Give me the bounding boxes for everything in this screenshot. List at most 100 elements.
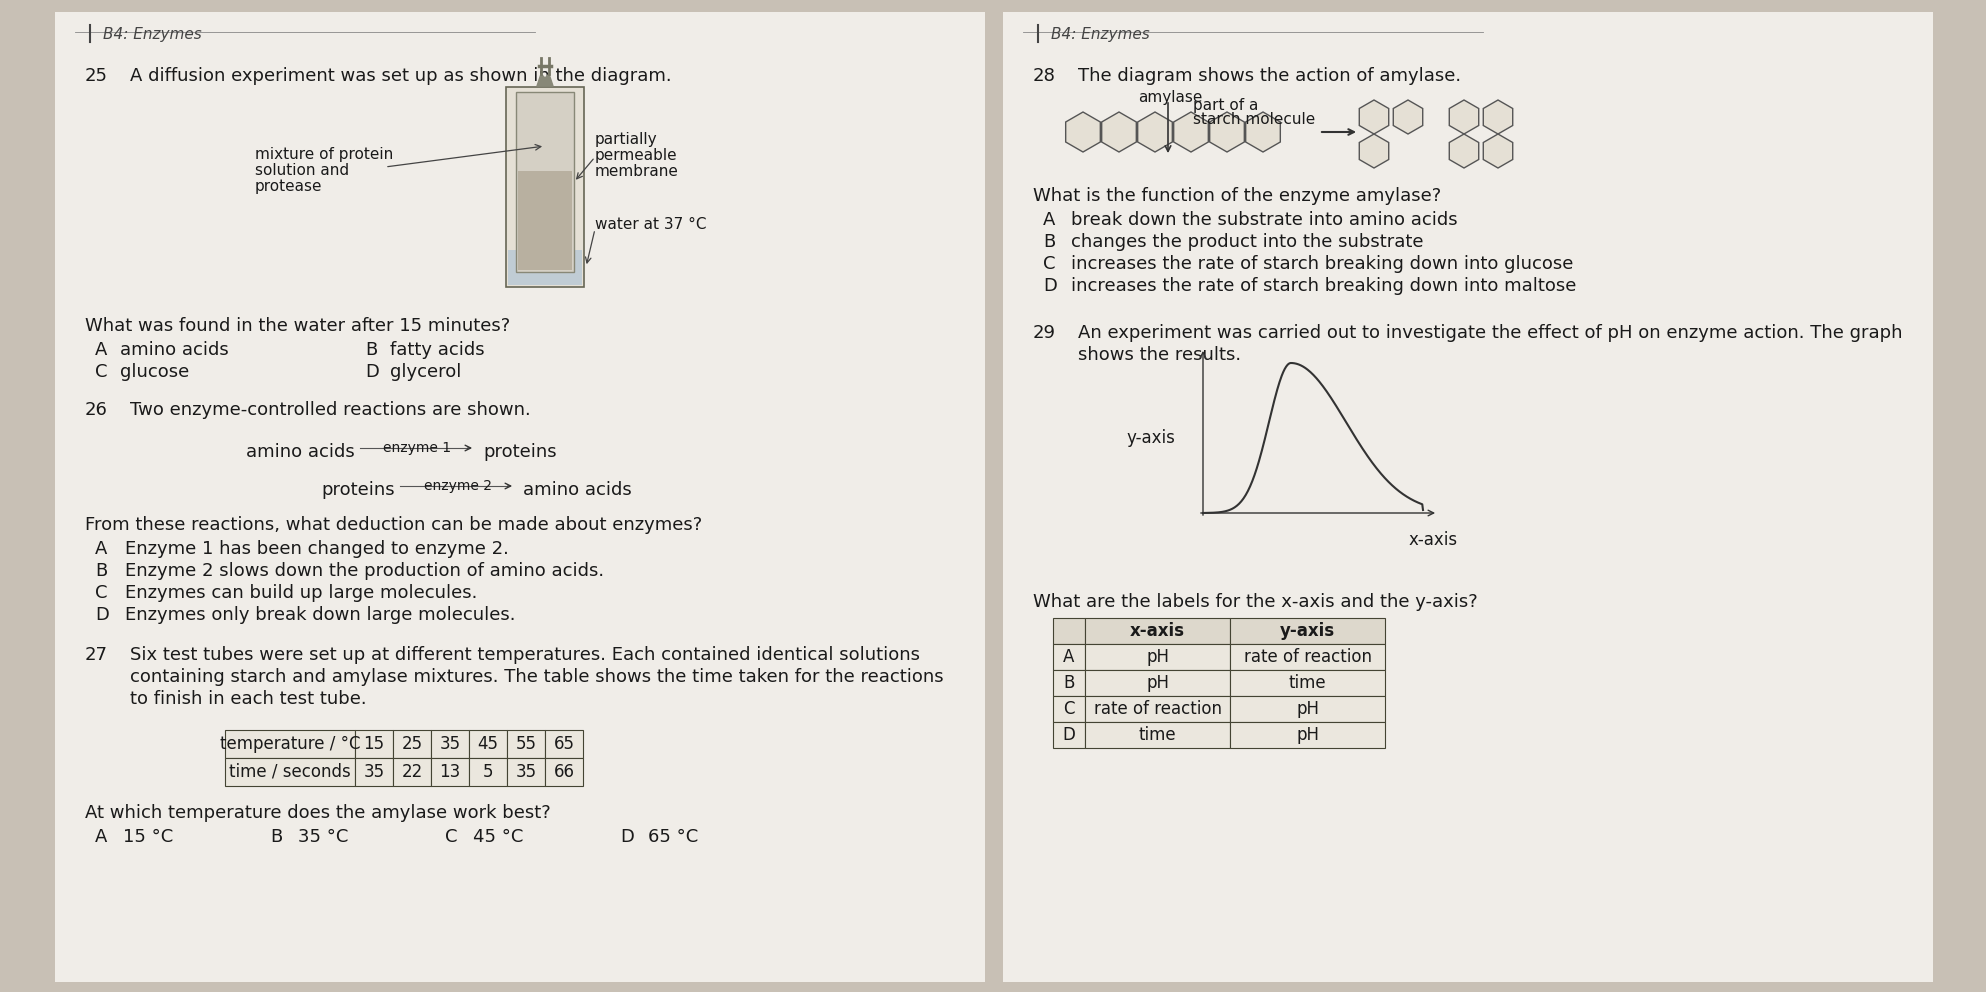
Text: solution and: solution and <box>254 163 350 178</box>
Text: glycerol: glycerol <box>389 363 461 381</box>
Text: D: D <box>365 363 379 381</box>
Bar <box>1229 618 1384 644</box>
Bar <box>469 758 506 786</box>
Polygon shape <box>1209 112 1245 152</box>
Text: 45 °C: 45 °C <box>473 828 524 846</box>
Bar <box>355 730 393 758</box>
Text: fatty acids: fatty acids <box>389 341 485 359</box>
Polygon shape <box>1358 100 1388 134</box>
Bar <box>393 758 431 786</box>
Polygon shape <box>1484 134 1513 168</box>
Text: D: D <box>95 606 109 624</box>
Text: partially: partially <box>596 132 657 147</box>
Bar <box>1229 670 1384 696</box>
Bar <box>1084 696 1229 722</box>
Text: increases the rate of starch breaking down into maltose: increases the rate of starch breaking do… <box>1070 277 1577 295</box>
Text: pH: pH <box>1297 700 1319 718</box>
Text: y-axis: y-axis <box>1126 429 1176 447</box>
FancyBboxPatch shape <box>56 12 985 982</box>
Text: 65 °C: 65 °C <box>647 828 699 846</box>
Text: C: C <box>1043 255 1055 273</box>
Text: 45: 45 <box>477 735 498 753</box>
Text: D: D <box>620 828 634 846</box>
Text: 22: 22 <box>401 763 423 781</box>
Bar <box>516 92 574 272</box>
Text: Two enzyme-controlled reactions are shown.: Two enzyme-controlled reactions are show… <box>129 401 530 419</box>
Text: mixture of protein: mixture of protein <box>254 147 393 162</box>
Text: pH: pH <box>1146 648 1170 666</box>
Bar <box>1053 696 1084 722</box>
Text: An experiment was carried out to investigate the effect of pH on enzyme action. : An experiment was carried out to investi… <box>1078 324 1903 342</box>
Text: B4: Enzymes: B4: Enzymes <box>103 27 203 42</box>
Bar <box>506 87 584 287</box>
Text: 15 °C: 15 °C <box>123 828 173 846</box>
Text: B: B <box>1043 233 1055 251</box>
Text: membrane: membrane <box>596 164 679 179</box>
Text: temperature / °C: temperature / °C <box>220 735 359 753</box>
Text: What is the function of the enzyme amylase?: What is the function of the enzyme amyla… <box>1033 187 1442 205</box>
Polygon shape <box>1066 112 1100 152</box>
Bar <box>1084 618 1229 644</box>
Text: break down the substrate into amino acids: break down the substrate into amino acid… <box>1070 211 1458 229</box>
Text: starch molecule: starch molecule <box>1194 112 1315 127</box>
Text: The diagram shows the action of amylase.: The diagram shows the action of amylase. <box>1078 67 1462 85</box>
Text: A: A <box>95 828 107 846</box>
Text: 35: 35 <box>363 763 385 781</box>
Polygon shape <box>1358 134 1388 168</box>
Bar <box>506 730 544 758</box>
Text: D: D <box>1043 277 1057 295</box>
Text: At which temperature does the amylase work best?: At which temperature does the amylase wo… <box>85 804 550 822</box>
Text: amino acids: amino acids <box>522 481 632 499</box>
Text: Enzyme 2 slows down the production of amino acids.: Enzyme 2 slows down the production of am… <box>125 562 604 580</box>
Text: y-axis: y-axis <box>1279 622 1335 640</box>
Bar <box>431 730 469 758</box>
Text: x-axis: x-axis <box>1408 531 1458 549</box>
Bar <box>1053 670 1084 696</box>
Text: pH: pH <box>1146 674 1170 692</box>
Text: B: B <box>1063 674 1074 692</box>
Polygon shape <box>1450 134 1480 168</box>
Bar <box>508 250 582 285</box>
Text: C: C <box>95 584 107 602</box>
Text: 13: 13 <box>439 763 461 781</box>
Text: water at 37 °C: water at 37 °C <box>596 217 707 232</box>
Bar <box>224 730 355 758</box>
Bar <box>1084 644 1229 670</box>
Text: 35: 35 <box>516 763 536 781</box>
Bar <box>1084 670 1229 696</box>
Text: time: time <box>1289 674 1327 692</box>
Text: 35 °C: 35 °C <box>298 828 348 846</box>
Bar <box>544 730 584 758</box>
Text: proteins: proteins <box>483 443 556 461</box>
Text: A: A <box>95 341 107 359</box>
Text: Enzyme 1 has been changed to enzyme 2.: Enzyme 1 has been changed to enzyme 2. <box>125 540 508 558</box>
Text: 28: 28 <box>1033 67 1057 85</box>
Text: 66: 66 <box>554 763 574 781</box>
Text: 65: 65 <box>554 735 574 753</box>
Text: 25: 25 <box>401 735 423 753</box>
Text: Enzymes can build up large molecules.: Enzymes can build up large molecules. <box>125 584 477 602</box>
Text: glucose: glucose <box>119 363 189 381</box>
Text: time: time <box>1138 726 1176 744</box>
Text: C: C <box>1063 700 1074 718</box>
Text: pH: pH <box>1297 726 1319 744</box>
Text: to finish in each test tube.: to finish in each test tube. <box>129 690 367 708</box>
Text: shows the results.: shows the results. <box>1078 346 1241 364</box>
Text: 26: 26 <box>85 401 107 419</box>
Text: increases the rate of starch breaking down into glucose: increases the rate of starch breaking do… <box>1070 255 1573 273</box>
Polygon shape <box>1102 112 1136 152</box>
Text: B: B <box>95 562 107 580</box>
Bar <box>518 171 572 270</box>
Bar <box>355 758 393 786</box>
Bar <box>393 730 431 758</box>
Text: changes the product into the substrate: changes the product into the substrate <box>1070 233 1424 251</box>
Text: Six test tubes were set up at different temperatures. Each contained identical s: Six test tubes were set up at different … <box>129 646 920 664</box>
Bar <box>431 758 469 786</box>
Text: A diffusion experiment was set up as shown in the diagram.: A diffusion experiment was set up as sho… <box>129 67 671 85</box>
Polygon shape <box>536 74 552 86</box>
Bar <box>224 758 355 786</box>
Text: enzyme 2: enzyme 2 <box>423 479 491 493</box>
Text: D: D <box>1063 726 1076 744</box>
Bar <box>544 758 584 786</box>
Text: permeable: permeable <box>596 148 677 163</box>
